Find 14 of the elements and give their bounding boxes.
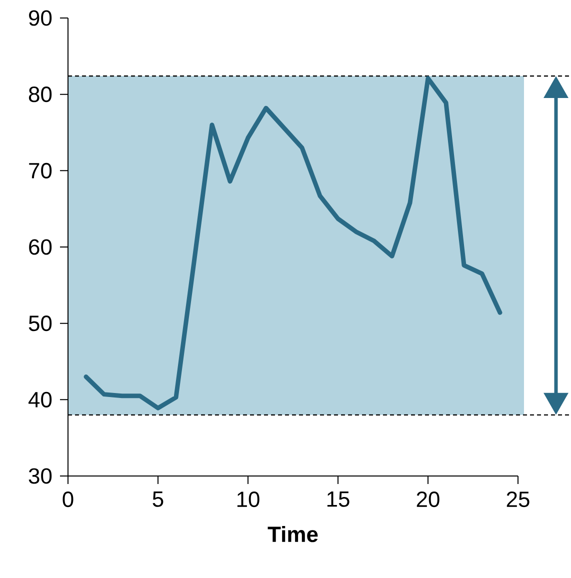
y-tick-label: 90	[29, 10, 52, 26]
y-tick-label: 30	[28, 468, 52, 484]
x-tick-label: 15	[327, 492, 350, 507]
x-tick-label: 25	[506, 492, 530, 508]
y-tick-label: 40	[28, 392, 52, 408]
x-axis-title: Time	[268, 526, 318, 542]
y-tick-label: 70	[29, 162, 52, 178]
x-tick-label: 0	[62, 492, 74, 508]
y-tick-label: 80	[28, 86, 52, 102]
x-tick-label: 10	[237, 492, 260, 508]
y-tick-label: 50	[28, 316, 52, 332]
x-tick-label: 5	[152, 492, 164, 507]
x-tick-label: 20	[416, 492, 440, 508]
y-tick-label: 60	[29, 239, 52, 255]
